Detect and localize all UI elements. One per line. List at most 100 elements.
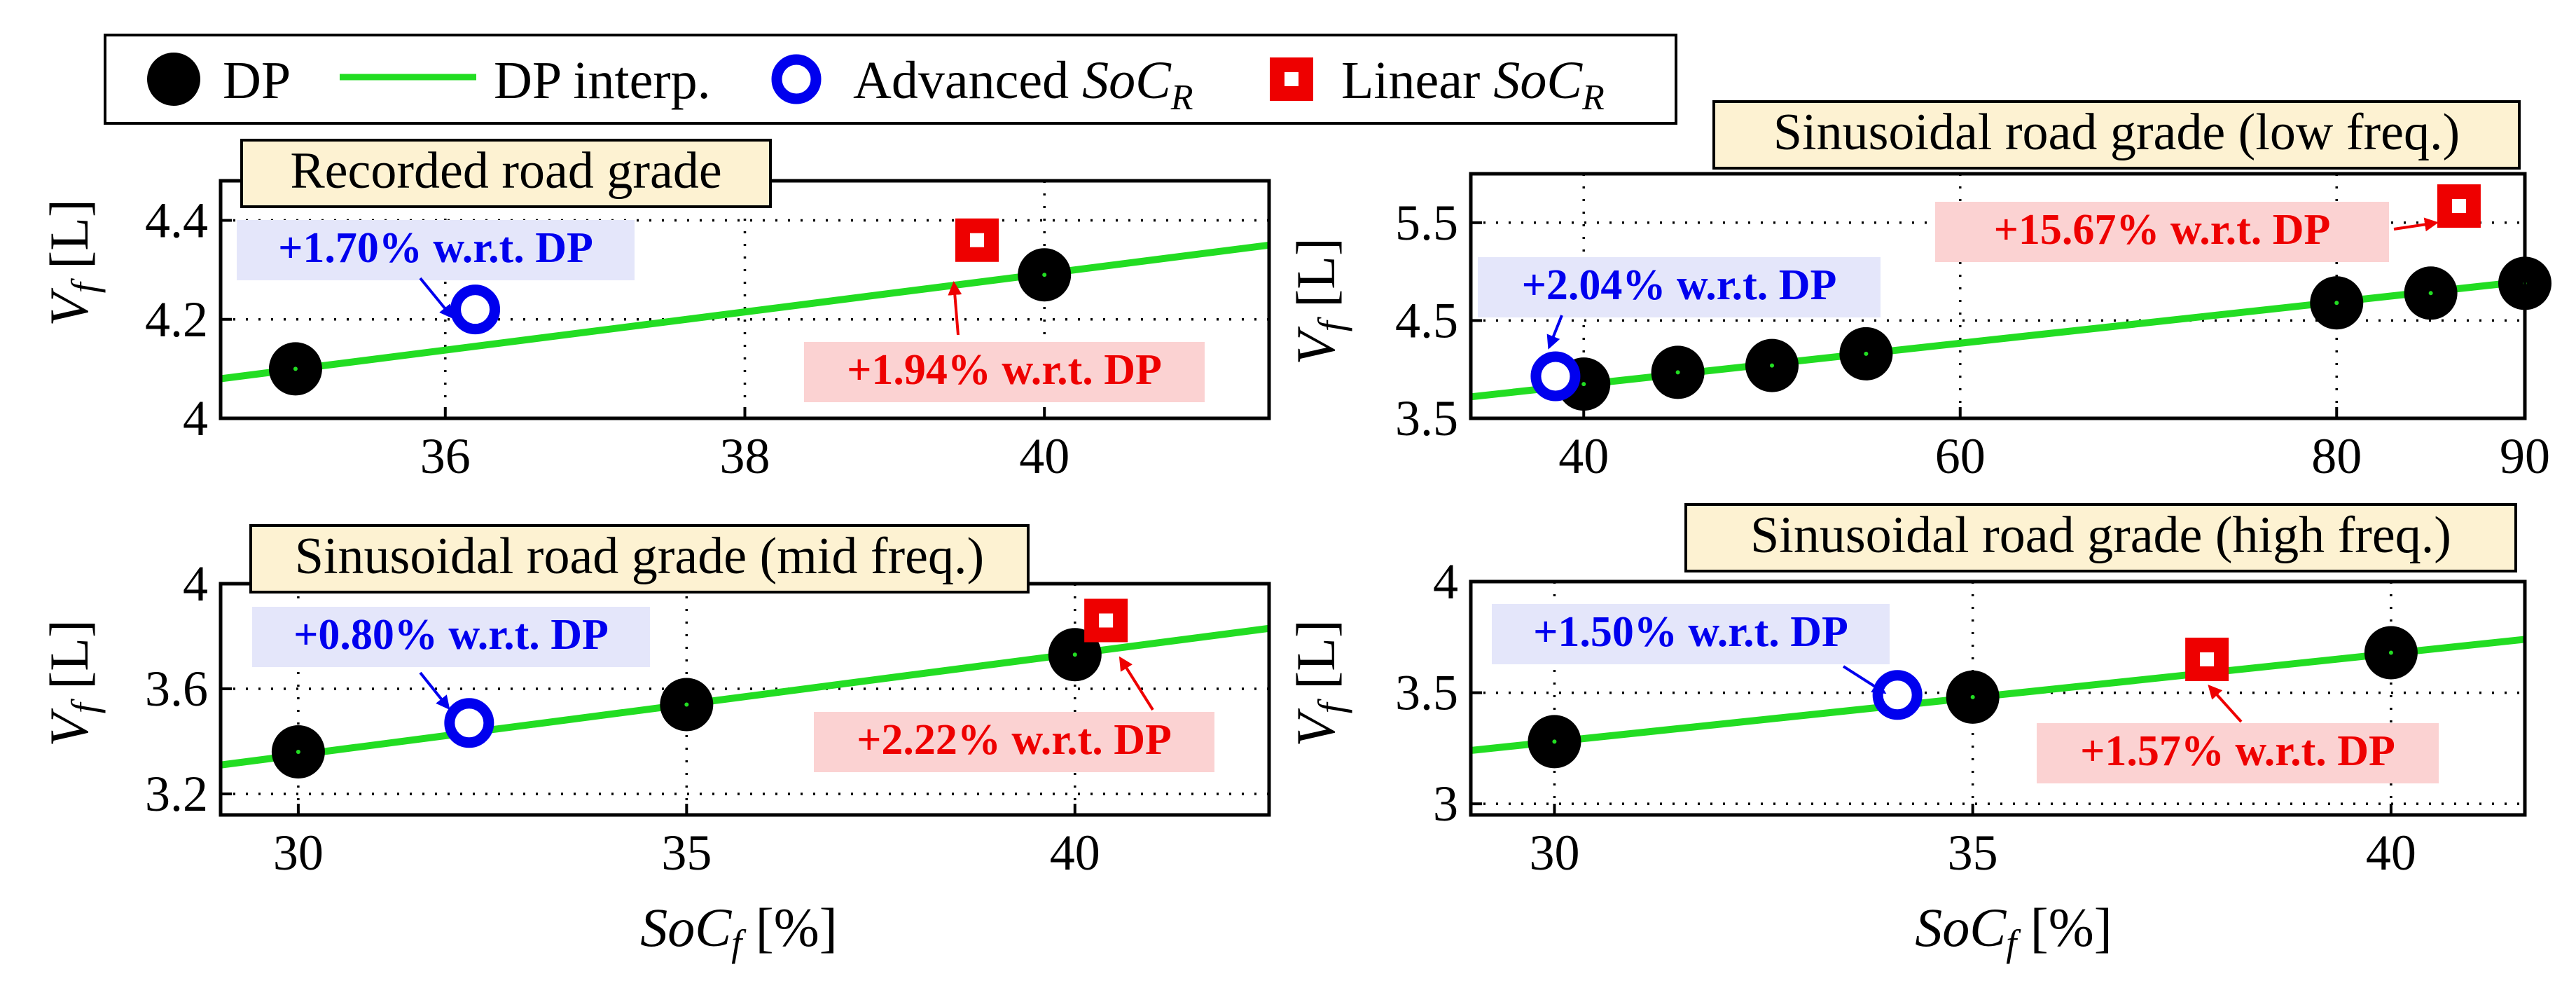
x-tick-label: 40: [1558, 428, 1609, 484]
x-tick-label: 38: [720, 428, 770, 484]
x-tick-label: 30: [273, 825, 324, 881]
y-tick-label: 3.6: [145, 661, 208, 717]
x-tick-label: 30: [1529, 825, 1579, 881]
dp-point-center: [1042, 273, 1047, 277]
linear-annotation-text: +1.57% w.r.t. DP: [2080, 727, 2395, 775]
x-axis-label-panel-4: SoCf [%]: [1915, 897, 2112, 964]
advanced-annotation-box: [1492, 604, 1890, 664]
dp-point-center: [293, 366, 298, 371]
linear-annotation-arrow: [2208, 685, 2243, 723]
y-tick-label: 3.5: [1395, 390, 1458, 446]
y-tick-label: 5.5: [1395, 195, 1458, 251]
x-tick-label: 35: [1948, 825, 1998, 881]
legend-linear-label: Linear SoCR: [1341, 51, 1605, 118]
advanced-annotation-arrow: [419, 671, 450, 711]
y-tick-label: 3: [1433, 776, 1458, 832]
dp-interp-line: [220, 241, 1270, 383]
x-tick-label: 40: [2366, 825, 2416, 881]
linear-annotation-text: +1.94% w.r.t. DP: [847, 346, 1162, 394]
y-tick-label: 4.4: [145, 193, 208, 249]
y-tick-label: 4: [1433, 554, 1458, 610]
x-tick-label: 35: [661, 825, 712, 881]
legend-advanced-marker: [771, 54, 822, 104]
advanced-socr-point: [1530, 351, 1581, 402]
panel-4: 30 35 40 3 3.5 4 Sinusoidal road grade (high f…: [1395, 503, 2527, 881]
x-tick-label: 60: [1935, 428, 1986, 484]
x-axis-labels: SoCf [%] SoCf [%]: [640, 897, 2112, 964]
dp-point-center: [1072, 652, 1077, 657]
linear-socr-point-center: [2200, 652, 2215, 666]
y-axis-labels: Vf [L] Vf [L] Vf [L] Vf [L]: [39, 199, 1352, 747]
panel-title-box: [249, 524, 1030, 594]
advanced-annotation-box: [1478, 257, 1881, 317]
linear-annotation-box: [804, 342, 1205, 402]
linear-socr-point-center: [2451, 199, 2466, 214]
linear-annotation-box: [2037, 723, 2439, 783]
linear-annotation-box: [1935, 202, 2389, 262]
axes-frame: [1469, 579, 2527, 817]
y-axis-label-panel-1: Vf [L]: [39, 199, 106, 327]
dp-point-center: [2388, 650, 2393, 655]
panel-title-box: [240, 139, 772, 208]
advanced-socr-point: [1872, 670, 1923, 720]
x-tick-label: 40: [1019, 428, 1069, 484]
linear-annotation-text: +2.22% w.r.t. DP: [857, 716, 1172, 764]
advanced-annotation-box: [237, 220, 635, 280]
dp-point-center: [296, 750, 300, 754]
linear-socr-point-center: [1099, 613, 1114, 628]
panel-title: Sinusoidal road grade (low freq.): [1773, 104, 2460, 161]
x-tick-label: 36: [420, 428, 471, 484]
advanced-annotation-text: +1.50% w.r.t. DP: [1533, 608, 1848, 656]
dp-point-center: [1552, 739, 1557, 744]
dp-point-center: [684, 702, 689, 707]
y-axis-label-panel-2: Vf [L]: [1285, 238, 1352, 365]
panel-title: Sinusoidal road grade (high freq.): [1750, 507, 2451, 564]
legend: DP DP interp. Advanced SoCR Linear SoCR: [104, 34, 1677, 125]
linear-annotation-box: [814, 712, 1214, 772]
panel-1: 36 38 40 4 4.2 4.4 Recorded road grade +1.70% w…: [145, 139, 1271, 484]
advanced-annotation-text: +1.70% w.r.t. DP: [278, 224, 593, 272]
legend-interp-label: DP interp.: [494, 51, 711, 110]
panel-title: Sinusoidal road grade (mid freq.): [295, 528, 984, 585]
y-tick-label: 4: [183, 556, 208, 612]
linear-annotation-arrow: [948, 281, 962, 336]
panel-title: Recorded road grade: [290, 142, 721, 200]
panel-title-box: [1684, 503, 2517, 572]
y-tick-label: 4.2: [145, 291, 208, 348]
dp-point-center: [1675, 370, 1680, 375]
y-tick-label: 4: [183, 390, 208, 446]
advanced-annotation-text: +0.80% w.r.t. DP: [293, 611, 609, 659]
dp-point-center: [1770, 363, 1774, 368]
advanced-socr-point: [450, 284, 501, 335]
y-tick-label: 4.5: [1395, 292, 1458, 348]
dp-point-center: [2334, 301, 2339, 306]
panel-title-box: [1712, 100, 2521, 170]
y-axis-label-panel-3: Vf [L]: [39, 619, 106, 747]
x-tick-label: 80: [2311, 428, 2362, 484]
dp-point-center: [1864, 351, 1869, 356]
linear-annotation-arrow: [2393, 217, 2439, 232]
dp-point-center: [1970, 694, 1975, 699]
y-tick-label: 3.5: [1395, 665, 1458, 721]
legend-dp-marker: [147, 53, 200, 106]
legend-advanced-label: Advanced SoCR: [853, 51, 1193, 118]
y-tick-label: 3.2: [145, 766, 208, 822]
advanced-annotation-arrow: [419, 277, 454, 320]
x-tick-label: 90: [2500, 428, 2550, 484]
legend-dp-label: DP: [223, 51, 291, 110]
panel-3: 30 35 40 3.2 3.6 4 Sinusoidal road grade (mid …: [145, 524, 1271, 881]
legend-linear-marker-center: [1284, 72, 1299, 86]
panel-2: 40 60 80 90 3.5 4.5 5.5 Sinusoidal road grade (…: [1395, 100, 2551, 484]
advanced-annotation-arrow: [1546, 315, 1563, 350]
dp-point-center: [2428, 291, 2433, 296]
y-axis-label-panel-4: Vf [L]: [1285, 619, 1352, 747]
dp-point-center: [1581, 382, 1586, 387]
x-tick-label: 40: [1050, 825, 1100, 881]
linear-socr-point-center: [969, 233, 984, 247]
linear-annotation-text: +15.67% w.r.t. DP: [1994, 206, 2331, 254]
advanced-socr-point: [444, 698, 494, 748]
advanced-annotation-arrow: [1842, 665, 1887, 694]
linear-annotation-arrow: [1119, 656, 1154, 711]
advanced-annotation-box: [252, 607, 650, 667]
